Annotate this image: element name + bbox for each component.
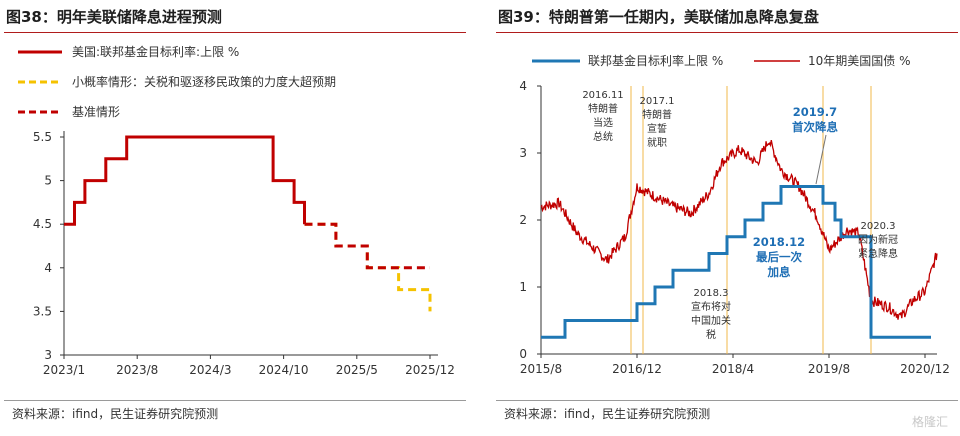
annotation-text: 2018.12 [753,235,805,249]
annotation-text: 特朗普 [588,102,618,115]
watermark-logo: 格隆汇 [911,415,948,429]
y-tick-label: 1 [519,280,527,294]
x-tick-label: 2025/5 [336,363,378,377]
left-chart-panel: 图38：明年美联储降息进程预测 美国:联邦基金目标利率:上限 % 小概率情形：关税… [0,0,470,436]
annotation-text: 2019.7 [793,105,837,119]
x-tick-label: 2024/10 [259,363,309,377]
annotation-text: 宣布将对 [691,300,731,313]
annotation-text: 2020.3 [861,221,896,232]
annotation-text: 2017.1 [640,96,675,107]
x-tick-label: 2020/12 [900,362,950,376]
y-tick-label: 5 [44,174,52,188]
x-tick-label: 2016/12 [612,362,662,376]
y-tick-label: 3 [44,348,52,362]
annotation-pointer [815,134,827,185]
annotation-text: 总统 [593,130,613,143]
annotation-text: 就职 [647,136,667,149]
right-chart-title: 图39：特朗普第一任期内，美联储加息降息复盘 [498,8,819,26]
y-tick-label: 0 [519,347,527,361]
y-tick-label: 4.5 [33,217,52,231]
left-source-rule [4,400,466,401]
x-tick-label: 2018/4 [712,362,754,376]
annotation-text: 首次降息 [792,120,838,134]
x-tick-label: 2019/8 [808,362,850,376]
legend-label-ust10y: 10年期美国国债 % [808,54,911,68]
y-tick-label: 4 [44,261,52,275]
series-fed-funds-upper [64,135,306,226]
y-tick-label: 4 [519,79,527,93]
legend-label-3: 基准情形 [72,105,120,119]
legend-label-fed: 联邦基金目标利率上限 % [588,53,723,68]
annotation-text: 中国加关 [691,314,731,327]
legend-label-2: 小概率情形：关税和驱逐移民政策的力度大超预期 [72,74,336,89]
y-tick-label: 3 [519,146,527,160]
annotation-text: 加息 [767,265,791,279]
right-chart-svg: 联邦基金目标利率上限 % 10年期美国国债 % 0 1 2 3 4 2015/8 2016/12… [519,53,950,376]
annotation-text: 因为新冠 [858,233,898,246]
right-chart-panel: 图39：特朗普第一任期内，美联储加息降息复盘 联邦基金目标利率上限 % 10年期美… [492,0,960,436]
left-chart-svg: 美国:联邦基金目标利率:上限 % 小概率情形：关税和驱逐移民政策的力度大超预期基准… [18,44,455,377]
right-title-rule [496,32,958,33]
annotation-text: 当选 [593,116,613,129]
x-tick-label: 2015/8 [520,362,562,376]
left-title-rule [4,32,466,33]
left-chart-source: 资料来源：ifind，民生证券研究院预测 [12,407,219,421]
right-chart-source: 资料来源：ifind，民生证券研究院预测 [504,407,711,421]
annotation-text: 紧急降息 [858,247,898,260]
annotation-text: 宣誓 [647,122,667,135]
y-tick-label: 3.5 [33,304,52,318]
annotation-text: 2018.3 [694,288,729,299]
x-tick-label: 2023/8 [116,363,158,377]
annotation-text: 特朗普 [642,108,672,121]
y-tick-label: 2 [519,213,527,227]
x-tick-label: 2025/12 [405,363,455,377]
series-base-scenario [304,222,430,270]
x-tick-label: 2024/3 [189,363,231,377]
annotation-text: 最后一次 [756,250,802,264]
annotation-text: 税 [706,328,716,341]
y-tick-label: 5.5 [33,130,52,144]
legend-label-1: 美国:联邦基金目标利率:上限 % [72,44,239,59]
annotation-text: 2016.11 [582,90,623,101]
left-chart-title: 图38：明年美联储降息进程预测 [6,8,222,26]
right-source-rule [496,400,958,401]
series-fed-funds-upper [541,185,931,339]
x-tick-label: 2023/1 [43,363,85,377]
